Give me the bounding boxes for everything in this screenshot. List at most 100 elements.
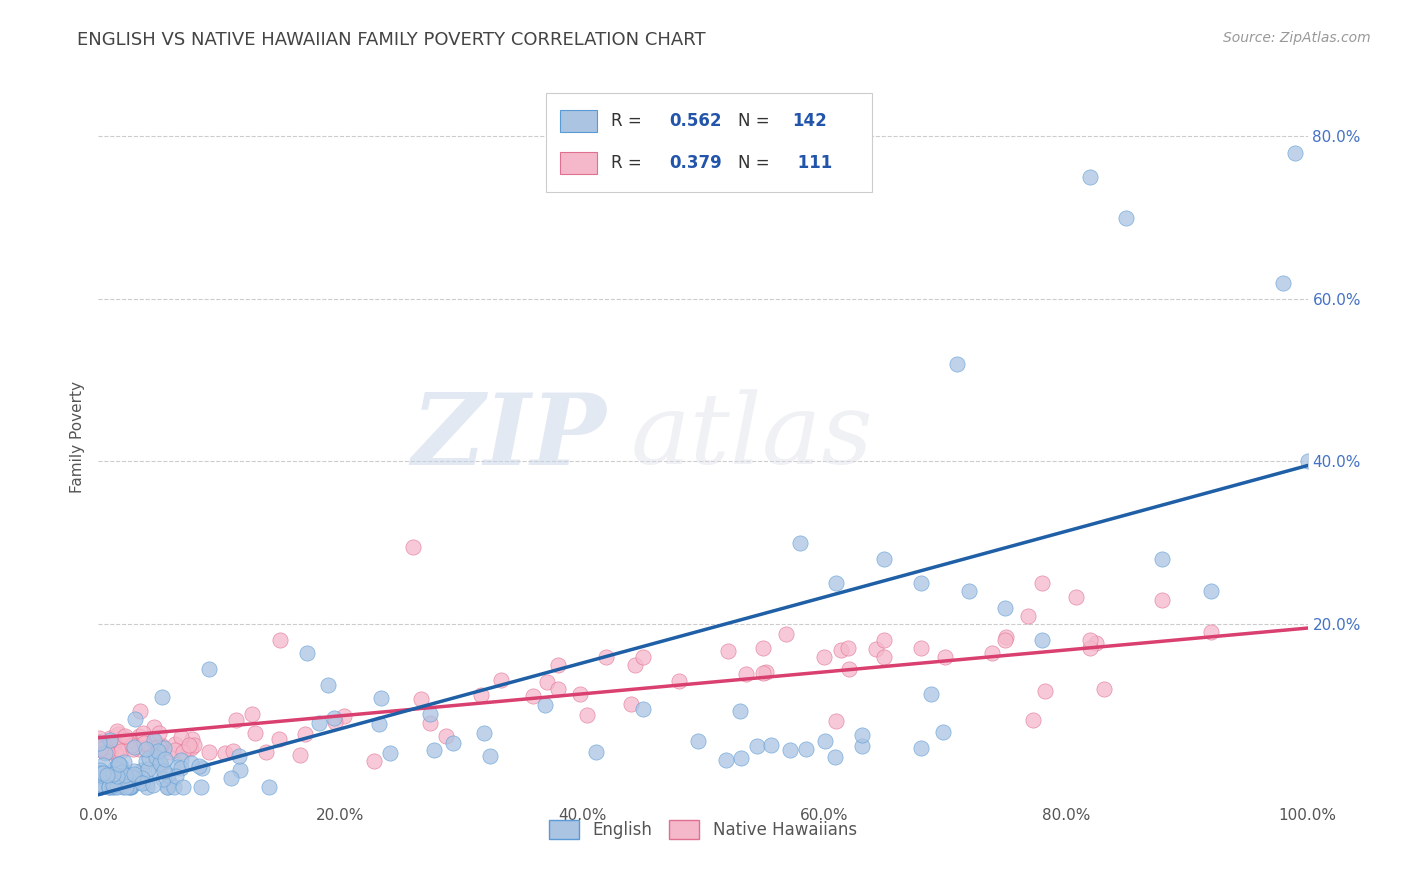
Point <box>132 736 155 750</box>
Point <box>91 758 114 772</box>
Point <box>93 746 115 760</box>
Point <box>873 649 896 664</box>
Point <box>1272 276 1295 290</box>
Point <box>1078 169 1101 184</box>
Point <box>624 658 647 673</box>
Point <box>93 766 115 780</box>
Point <box>825 576 848 591</box>
Point <box>333 709 356 723</box>
Point <box>146 744 169 758</box>
Point <box>254 745 277 759</box>
Point <box>145 750 167 764</box>
Point <box>191 761 214 775</box>
Point <box>105 769 128 783</box>
Point <box>91 765 114 780</box>
Point <box>111 765 134 780</box>
Point <box>89 780 111 794</box>
Point <box>103 767 125 781</box>
Point <box>620 697 643 711</box>
Point <box>90 768 112 782</box>
Point <box>219 772 242 786</box>
Point <box>141 740 163 755</box>
Point <box>98 780 121 794</box>
Point <box>128 704 150 718</box>
Point <box>747 739 769 753</box>
Point <box>112 755 135 769</box>
Point <box>89 770 111 784</box>
Point <box>568 687 591 701</box>
Point <box>288 747 311 762</box>
Point <box>107 727 129 741</box>
Point <box>112 732 135 747</box>
Point <box>89 735 111 749</box>
Point <box>107 762 129 776</box>
Point <box>851 739 873 753</box>
Point <box>112 731 135 745</box>
Point <box>89 765 111 780</box>
Point <box>728 704 751 718</box>
Point <box>1092 681 1115 696</box>
Point <box>1199 625 1222 640</box>
Point <box>1017 608 1039 623</box>
Point <box>110 759 132 773</box>
Point <box>96 743 118 757</box>
Point <box>370 690 392 705</box>
Point <box>1064 590 1087 604</box>
Point <box>131 763 153 777</box>
Point <box>735 667 758 681</box>
Point <box>779 743 801 757</box>
Point <box>136 762 159 776</box>
Point <box>105 747 128 761</box>
Point <box>631 649 654 664</box>
Point <box>1199 584 1222 599</box>
Point <box>128 729 150 743</box>
Point <box>814 734 837 748</box>
Point <box>143 732 166 747</box>
Point <box>838 662 860 676</box>
Point <box>419 707 441 722</box>
Point <box>120 780 142 794</box>
Point <box>138 740 160 755</box>
Point <box>124 767 146 781</box>
Point <box>981 646 1004 660</box>
Point <box>197 745 219 759</box>
Point <box>225 713 247 727</box>
Point <box>198 662 221 676</box>
Bar <box>561 110 596 132</box>
Point <box>813 649 835 664</box>
Point <box>100 780 122 794</box>
Point <box>269 633 291 648</box>
Point <box>183 738 205 752</box>
Point <box>752 641 775 656</box>
Point <box>90 780 112 794</box>
Point <box>419 716 441 731</box>
Point <box>240 706 263 721</box>
Point <box>668 673 690 688</box>
Point <box>323 710 346 724</box>
Point <box>228 749 250 764</box>
Point <box>1078 633 1101 648</box>
Point <box>441 736 464 750</box>
Point <box>595 649 617 664</box>
Point <box>214 746 236 760</box>
Point <box>108 742 131 756</box>
Point <box>830 643 852 657</box>
Point <box>181 731 204 746</box>
Point <box>121 769 143 783</box>
Point <box>910 576 932 591</box>
Point <box>138 751 160 765</box>
Point <box>153 752 176 766</box>
Point <box>93 739 115 754</box>
Text: 0.379: 0.379 <box>669 153 721 172</box>
Point <box>98 769 121 783</box>
Point <box>932 725 955 739</box>
Point <box>1033 683 1056 698</box>
Point <box>295 646 318 660</box>
Point <box>229 763 252 777</box>
Point <box>576 707 599 722</box>
Point <box>522 690 544 704</box>
Point <box>547 681 569 696</box>
Point <box>752 665 775 680</box>
Point <box>1296 454 1319 468</box>
Point <box>472 726 495 740</box>
